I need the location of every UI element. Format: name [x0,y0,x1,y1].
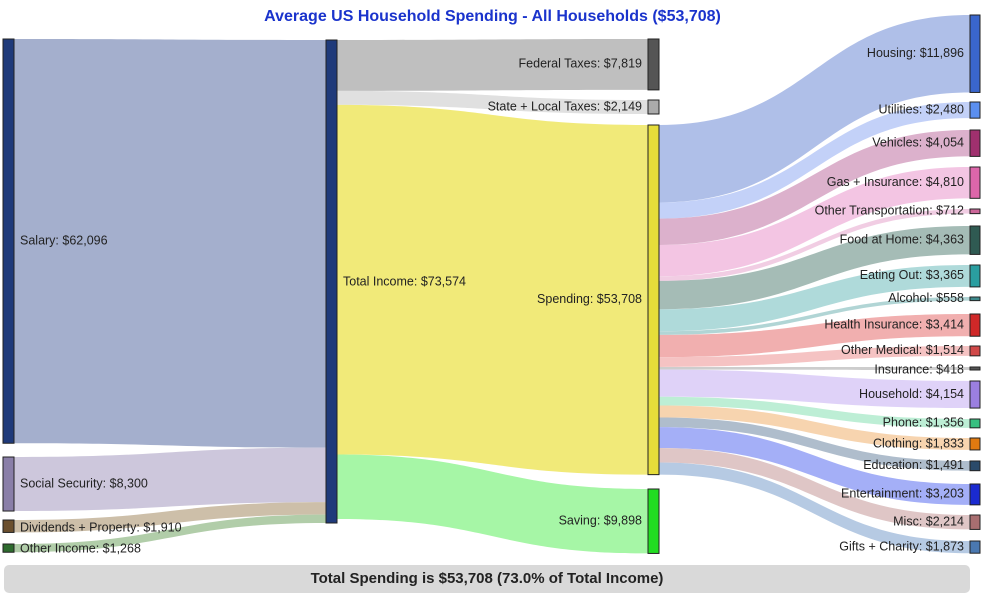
label-alcohol: Alcohol: $558 [888,291,964,305]
chart-title: Average US Household Spending - All Hous… [264,8,721,25]
flow-total_income-to-spending [337,104,648,475]
label-other_transport: Other Transportation: $712 [815,204,964,218]
flow-spending-to-gas_ins [659,167,970,277]
flow-spending-to-other_medical [659,346,970,367]
label-social: Social Security: $8,300 [20,476,148,490]
label-other_medical: Other Medical: $1,514 [841,343,964,357]
flow-spending-to-gifts [659,462,970,554]
label-salary: Salary: $62,096 [20,233,108,247]
label-gifts: Gifts + Charity: $1,873 [839,539,964,553]
flow-social-to-total_income [14,447,326,512]
flow-other_income-to-total_income [14,514,326,553]
flow-dividends-to-total_income [14,502,326,533]
label-housing: Housing: $11,896 [867,46,964,60]
flow-spending-to-education [659,417,970,471]
flow-spending-to-vehicles [659,130,970,245]
node-vehicles [969,129,981,157]
label-total_income: Total Income: $73,574 [343,274,466,288]
flow-spending-to-food_home [659,226,970,310]
flow-total_income-to-saving [337,454,648,554]
flow-spending-to-household [659,369,970,409]
label-household: Household: $4,154 [859,387,964,401]
node-eating_out [969,264,981,288]
label-eating_out: Eating Out: $3,365 [860,268,964,282]
label-entertainment: Entertainment: $3,203 [841,487,964,501]
flow-spending-to-utilities [659,102,970,219]
label-food_home: Food at Home: $4,363 [840,232,964,246]
label-vehicles: Vehicles: $4,054 [872,135,964,149]
node-health_ins [969,313,981,337]
node-gifts [969,540,981,554]
flow-spending-to-clothing [659,405,970,450]
label-utilities: Utilities: $2,480 [879,102,965,116]
node-entertainment [969,483,981,506]
node-phone [969,418,981,429]
node-food_home [969,225,981,255]
node-utilities [969,101,981,119]
flow-spending-to-insurance [659,366,970,370]
flow-spending-to-other_transport [659,209,970,281]
node-gas_ins [969,166,981,199]
node-other_transport [969,208,981,215]
flow-spending-to-entertainment [659,427,970,505]
node-social [2,456,15,512]
label-clothing: Clothing: $1,833 [873,436,964,450]
node-total_income [325,39,338,524]
label-health_ins: Health Insurance: $3,414 [824,317,964,331]
node-misc [969,514,981,530]
label-phone: Phone: $1,356 [883,416,964,430]
label-federal: Federal Taxes: $7,819 [519,57,643,71]
node-state [647,99,660,115]
node-dividends [2,519,15,533]
label-spending: Spending: $53,708 [537,292,642,306]
flow-salary-to-total_income [14,39,326,448]
flow-spending-to-alcohol [659,297,970,335]
flow-spending-to-phone [659,396,970,428]
label-state: State + Local Taxes: $2,149 [488,99,642,113]
node-insurance [969,366,981,371]
node-spending [647,124,660,476]
node-federal [647,38,660,91]
label-misc: Misc: $2,214 [893,515,964,529]
label-saving: Saving: $9,898 [559,514,642,528]
label-gas_ins: Gas + Insurance: $4,810 [827,175,964,189]
node-saving [647,488,660,554]
label-dividends: Dividends + Property: $1,910 [20,520,182,534]
total-spending-summary: Total Spending is $53,708 (73.0% of Tota… [4,565,970,593]
label-other_income: Other Income: $1,268 [20,541,141,555]
node-other_income [2,543,15,553]
flow-spending-to-housing [659,15,970,203]
flow-total_income-to-state [337,90,648,114]
label-insurance: Insurance: $418 [874,362,964,376]
node-other_medical [969,345,981,357]
node-housing [969,14,981,93]
node-education [969,460,981,472]
node-alcohol [969,296,981,302]
node-clothing [969,437,981,451]
node-salary [2,38,15,444]
flow-spending-to-eating_out [659,265,970,332]
node-household [969,380,981,409]
flow-total_income-to-federal [337,39,648,91]
flow-spending-to-misc [659,448,970,530]
label-education: Education: $1,491 [863,458,964,472]
flow-spending-to-health_ins [659,314,970,358]
